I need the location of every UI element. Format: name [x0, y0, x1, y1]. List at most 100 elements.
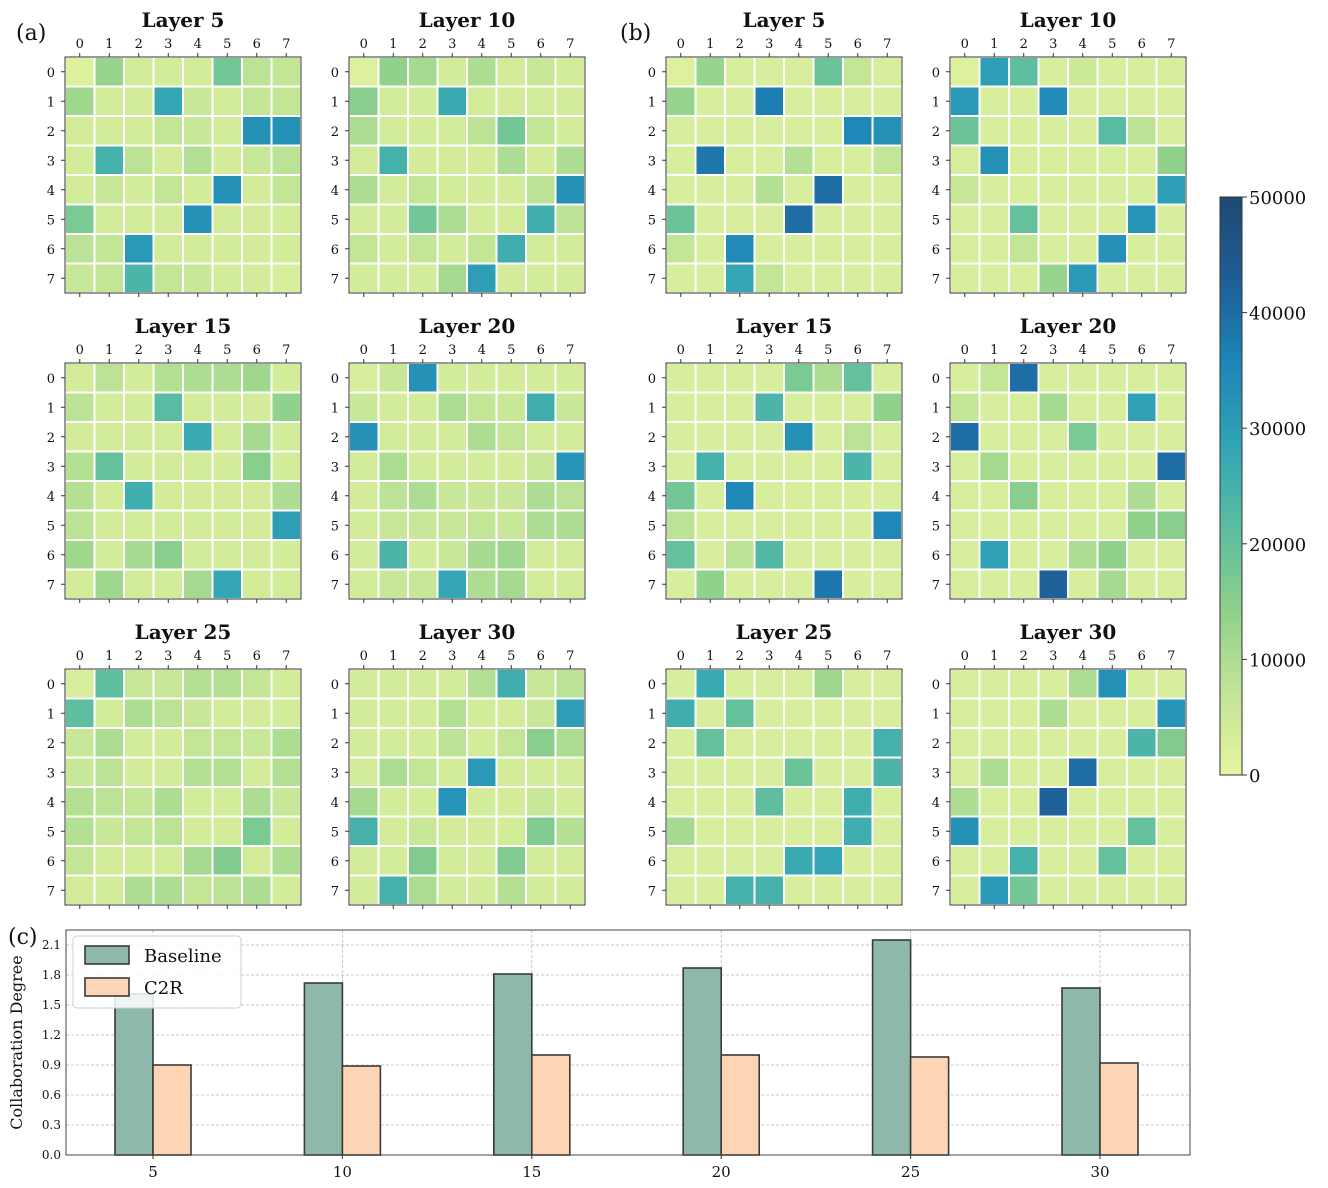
heatmap-frame — [949, 362, 1187, 600]
heatmap-cell — [123, 115, 155, 147]
heatmap-cell — [64, 539, 96, 571]
heatmap-cell — [495, 233, 527, 265]
heatmap-cell — [949, 756, 981, 788]
heatmap-y-tick-label: 2 — [47, 125, 55, 140]
heatmap-11: Layer 25 0 0 1 1 2 2 3 3 4 4 5 5 6 6 7 7 — [648, 620, 903, 909]
heatmap-cell — [182, 539, 214, 571]
heatmap-cell — [1037, 480, 1069, 512]
heatmap-cell — [1126, 233, 1158, 265]
heatmap-cell — [241, 262, 273, 294]
heatmap-cell — [241, 362, 273, 394]
heatmap-cell — [211, 233, 243, 265]
heatmap-cell — [211, 668, 243, 700]
heatmap-cell — [152, 85, 184, 117]
heatmap-y-tick-label: 3 — [47, 766, 55, 781]
heatmap-cell — [211, 756, 243, 788]
heatmap-x-tick-label: 3 — [765, 649, 773, 664]
heatmap-y-tick-label: 5 — [331, 213, 339, 228]
heatmap-cell — [377, 362, 409, 394]
heatmap-cell — [1155, 697, 1187, 729]
heatmap-cell — [1037, 697, 1069, 729]
heatmap-cell — [211, 144, 243, 176]
heatmap-cell — [466, 874, 498, 906]
heatmap-cell — [554, 262, 586, 294]
heatmap-x-tick-label: 5 — [1108, 343, 1116, 358]
heatmap-cell — [1067, 144, 1099, 176]
heatmap-cell — [871, 233, 903, 265]
heatmap-cell — [753, 203, 785, 235]
heatmap-cell — [694, 727, 726, 759]
heatmap-cell — [152, 568, 184, 600]
heatmap-x-tick-label: 5 — [824, 37, 832, 52]
heatmap-cell — [182, 727, 214, 759]
heatmap-cell — [525, 115, 557, 147]
heatmap-x-tick-label: 2 — [135, 343, 143, 358]
heatmap-cell — [1067, 115, 1099, 147]
heatmap-y-tick-label: 5 — [648, 519, 656, 534]
heatmap-cell — [724, 697, 756, 729]
heatmap-x-tick-label: 2 — [736, 37, 744, 52]
heatmap-cell — [1008, 262, 1040, 294]
heatmap-cell — [812, 509, 844, 541]
heatmap-x-tick-label: 0 — [76, 343, 84, 358]
heatmap-cell — [1126, 174, 1158, 206]
heatmap-cell — [978, 845, 1010, 877]
heatmap-x-tick-label: 5 — [507, 649, 515, 664]
heatmap-cell — [241, 727, 273, 759]
heatmap-x-tick-label: 6 — [537, 649, 545, 664]
heatmap-cell — [949, 815, 981, 847]
heatmap-cell — [211, 815, 243, 847]
heatmap-cell — [1155, 144, 1187, 176]
heatmap-cell — [495, 56, 527, 88]
heatmap-cell — [436, 756, 468, 788]
heatmap-cell — [466, 668, 498, 700]
heatmap-y-tick-label: 1 — [648, 707, 656, 722]
heatmap-y-tick-label: 2 — [648, 431, 656, 446]
heatmap-cell — [1037, 391, 1069, 423]
bar-x-tick-label: 20 — [712, 1163, 731, 1181]
heatmap-cell — [978, 262, 1010, 294]
heatmap-cell — [812, 874, 844, 906]
heatmap-y-tick-label: 7 — [932, 578, 940, 593]
heatmap-cell — [812, 539, 844, 571]
heatmap-cell — [665, 509, 697, 541]
heatmap-cell — [270, 568, 302, 600]
heatmap-cell — [407, 115, 439, 147]
heatmap-x-tick-label: 4 — [1079, 649, 1087, 664]
heatmap-x-tick-label: 2 — [419, 37, 427, 52]
heatmap-cell — [783, 262, 815, 294]
heatmap-cell — [466, 362, 498, 394]
heatmap-x-tick-label: 7 — [1167, 343, 1175, 358]
heatmap-x-tick-label: 0 — [360, 343, 368, 358]
heatmap-cell — [495, 786, 527, 818]
heatmap-y-tick-label: 6 — [47, 243, 55, 258]
heatmap-cell — [871, 509, 903, 541]
heatmap-cell — [1096, 756, 1128, 788]
heatmap-cell — [525, 203, 557, 235]
heatmap-cell — [348, 874, 380, 906]
heatmap-cell — [407, 174, 439, 206]
heatmap-cell — [1126, 262, 1158, 294]
heatmap-cell — [1126, 697, 1158, 729]
heatmap-y-tick-label: 1 — [331, 401, 339, 416]
heatmap-cell — [123, 233, 155, 265]
heatmap-y-tick-label: 6 — [648, 243, 656, 258]
heatmap-cell — [694, 568, 726, 600]
heatmap-cell — [1155, 668, 1187, 700]
heatmap-x-tick-label: 1 — [990, 343, 998, 358]
heatmap-cell — [1008, 845, 1040, 877]
bar-x-tick-label: 30 — [1090, 1163, 1109, 1181]
heatmap-cell — [348, 668, 380, 700]
heatmap-y-tick-label: 4 — [331, 796, 339, 811]
heatmap-cell — [949, 509, 981, 541]
heatmap-cell — [182, 362, 214, 394]
bar-baseline — [1061, 987, 1101, 1156]
heatmap-cell — [64, 56, 96, 88]
heatmap-y-tick-label: 6 — [648, 855, 656, 870]
heatmap-cell — [436, 174, 468, 206]
heatmap-cell — [1096, 233, 1128, 265]
bar-c2r — [1099, 1062, 1139, 1156]
heatmap-cell — [1008, 85, 1040, 117]
heatmap-cell — [842, 144, 874, 176]
